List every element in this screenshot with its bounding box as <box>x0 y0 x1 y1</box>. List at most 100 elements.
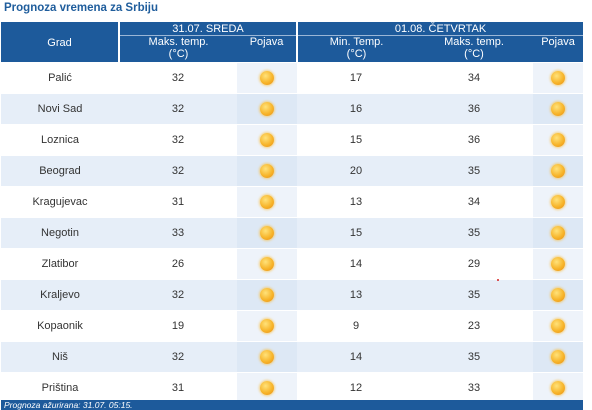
min-temp-day2: 17 <box>297 62 416 94</box>
max-temp-day1: 33 <box>119 217 237 249</box>
max-temp-day1: 31 <box>119 186 237 218</box>
weather-cell <box>533 217 584 249</box>
max-temp-day1: 32 <box>119 279 237 311</box>
table-row: Kopaonik 19 9 23 <box>1 310 584 342</box>
max-temp-day2: 36 <box>415 93 534 125</box>
max-temp-day2: 34 <box>415 186 534 218</box>
max-temp-day2: 33 <box>415 372 534 403</box>
min-temp-day2: 15 <box>297 217 416 249</box>
weather-cell <box>533 279 584 311</box>
red-dot-mark <box>497 279 499 281</box>
max-temp-day2: 35 <box>415 279 534 311</box>
header-label: Maks. temp. <box>148 36 209 48</box>
column-header-max-temp-day1: Maks. temp. (°C) <box>119 35 237 63</box>
city-name: Kopaonik <box>1 310 119 342</box>
weather-cell <box>533 186 584 218</box>
city-name: Niš <box>1 341 119 373</box>
weather-cell <box>237 217 298 249</box>
sun-icon <box>551 319 566 333</box>
max-temp-day1: 32 <box>119 93 237 125</box>
weather-cell <box>237 186 298 218</box>
weather-cell <box>533 310 584 342</box>
weather-cell <box>237 62 298 94</box>
header-label: Min. Temp. <box>329 36 384 48</box>
sun-icon <box>551 71 566 85</box>
city-name: Kragujevac <box>1 186 119 218</box>
weather-cell <box>237 310 298 342</box>
max-temp-day1: 32 <box>119 155 237 187</box>
city-name: Palić <box>1 62 119 94</box>
max-temp-day1: 26 <box>119 248 237 280</box>
min-temp-day2: 14 <box>297 248 416 280</box>
sun-icon <box>551 195 566 209</box>
sun-icon <box>260 164 274 178</box>
sun-icon <box>551 257 566 271</box>
weather-cell <box>237 124 298 156</box>
weather-cell <box>237 279 298 311</box>
sun-icon <box>551 102 566 116</box>
sun-icon <box>551 226 566 240</box>
weather-cell <box>533 93 584 125</box>
max-temp-day2: 23 <box>415 310 534 342</box>
city-name: Priština <box>1 372 119 403</box>
sun-icon <box>260 195 274 209</box>
weather-cell <box>237 341 298 373</box>
weather-cell <box>533 248 584 280</box>
weather-cell <box>533 341 584 373</box>
max-temp-day2: 35 <box>415 217 534 249</box>
table-row: Loznica 32 15 36 <box>1 124 584 156</box>
max-temp-day2: 29 <box>415 248 534 280</box>
min-temp-day2: 15 <box>297 124 416 156</box>
weather-cell <box>237 155 298 187</box>
header-label: Maks. temp. <box>444 36 504 48</box>
sun-icon <box>551 350 566 364</box>
column-header-day1: 31.07. SREDA <box>119 22 299 36</box>
sun-icon <box>260 288 274 302</box>
max-temp-day2: 35 <box>415 155 534 187</box>
min-temp-day2: 14 <box>297 341 416 373</box>
max-temp-day1: 19 <box>119 310 237 342</box>
column-header-max-temp-day2: Maks. temp. (°C) <box>415 35 534 63</box>
city-name: Beograd <box>1 155 119 187</box>
table-row: Niš 32 14 35 <box>1 341 584 373</box>
updated-footer: Prognoza ažurirana: 31.07. 05:15. <box>1 400 583 410</box>
min-temp-day2: 9 <box>297 310 416 342</box>
table-row: Novi Sad 32 16 36 <box>1 93 584 125</box>
table-row: Zlatibor 26 14 29 <box>1 248 584 280</box>
forecast-table: Grad 31.07. SREDA 01.08. ČETVRTAK Maks. … <box>1 22 584 403</box>
sun-icon <box>551 133 566 147</box>
weather-cell <box>237 248 298 280</box>
weather-cell <box>533 62 584 94</box>
column-header-day2: 01.08. ČETVRTAK <box>297 22 584 36</box>
table-row: Kragujevac 31 13 34 <box>1 186 584 218</box>
city-name: Negotin <box>1 217 119 249</box>
weather-cell <box>533 155 584 187</box>
city-name: Zlatibor <box>1 248 119 280</box>
min-temp-day2: 13 <box>297 186 416 218</box>
column-header-grad: Grad <box>1 22 120 63</box>
max-temp-day2: 34 <box>415 62 534 94</box>
min-temp-day2: 13 <box>297 279 416 311</box>
city-name: Loznica <box>1 124 119 156</box>
column-header-pojava-day2: Pojava <box>533 35 584 63</box>
table-row: Beograd 32 20 35 <box>1 155 584 187</box>
sun-icon <box>260 226 274 240</box>
sun-icon <box>260 102 274 116</box>
weather-cell <box>533 124 584 156</box>
table-row: Negotin 33 15 35 <box>1 217 584 249</box>
header-unit: (°C) <box>464 48 484 60</box>
max-temp-day2: 35 <box>415 341 534 373</box>
table-row: Kraljevo 32 13 35 <box>1 279 584 311</box>
max-temp-day2: 36 <box>415 124 534 156</box>
min-temp-day2: 12 <box>297 372 416 403</box>
sun-icon <box>260 257 274 271</box>
sun-icon <box>551 164 566 178</box>
column-header-pojava-day1: Pojava <box>237 35 299 63</box>
header-unit: (°C) <box>346 48 367 60</box>
max-temp-day1: 31 <box>119 372 237 403</box>
weather-cell <box>237 372 298 403</box>
page-title: Prognoza vremena za Srbiju <box>4 2 159 14</box>
sun-icon <box>260 350 274 364</box>
sun-icon <box>260 319 274 333</box>
sun-icon <box>260 71 274 85</box>
